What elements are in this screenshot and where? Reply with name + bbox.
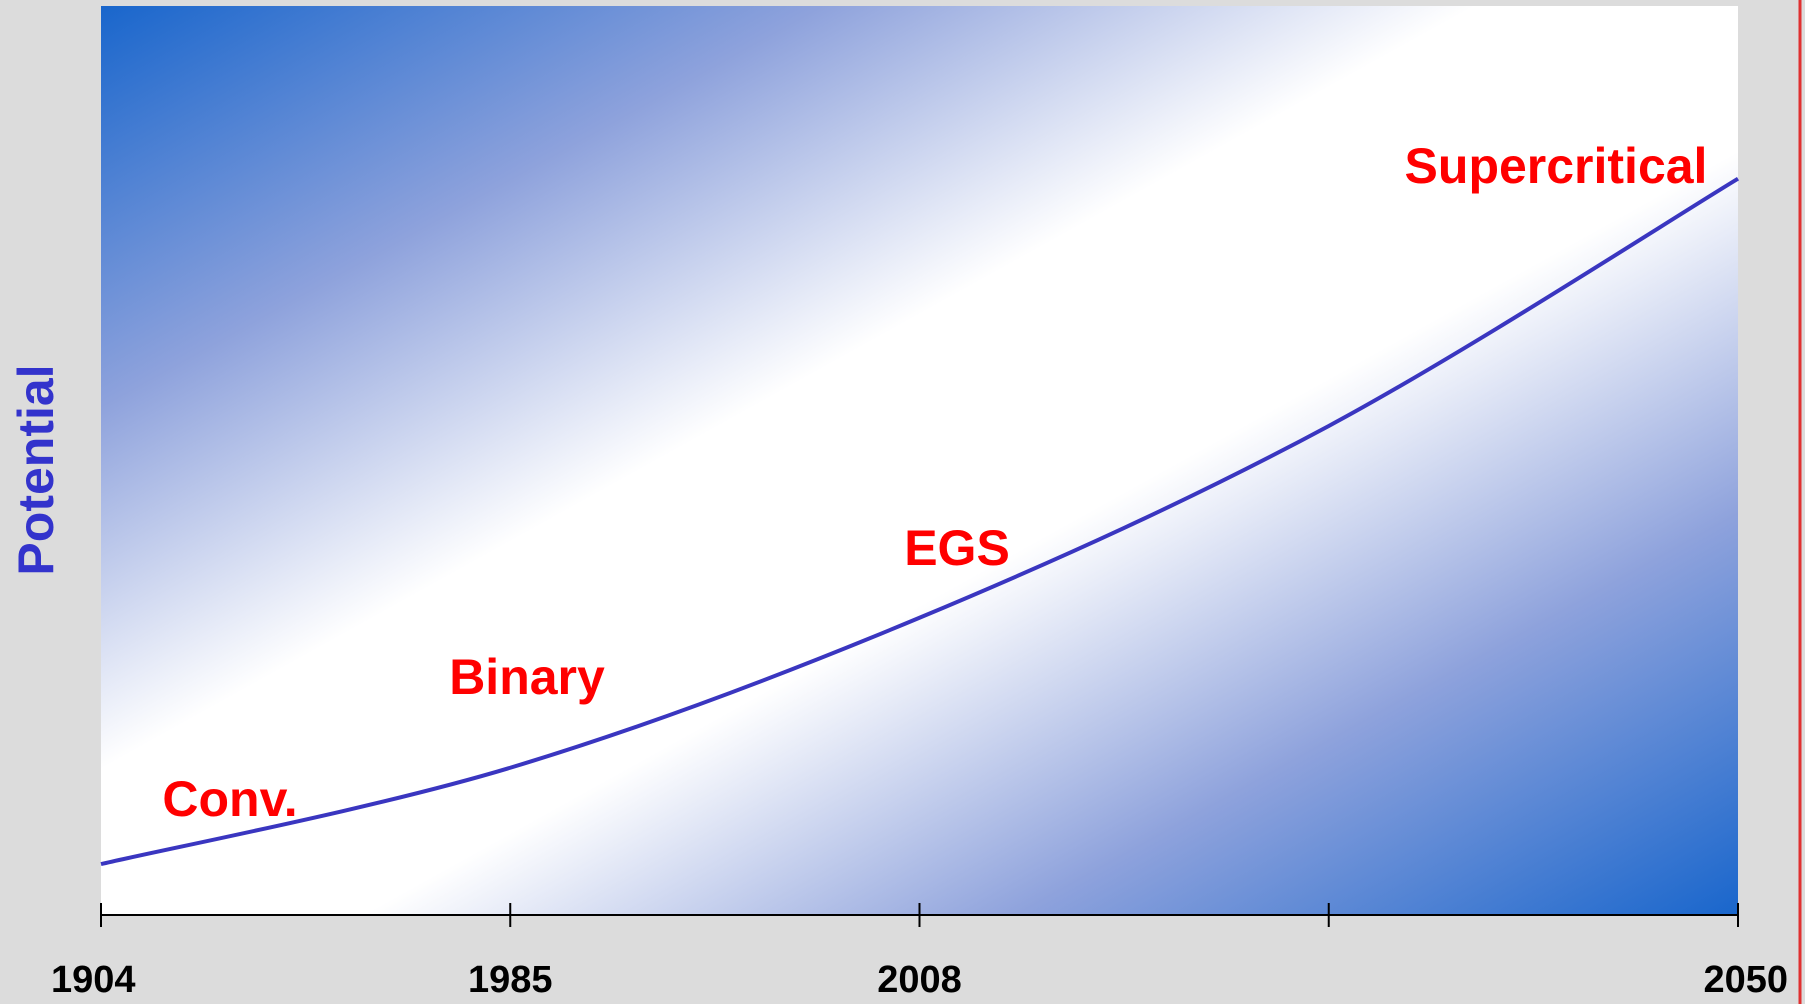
line [100,176,1740,867]
x-tick-label: 1985 [468,959,553,1001]
y-axis-label: Potential [8,364,64,575]
annotation: Binary [449,649,605,705]
annotation: EGS [904,520,1010,576]
x-tick-label: 2008 [877,959,962,1001]
annotation: Supercritical [1405,138,1708,194]
x-tick-label: 2050 [1703,959,1788,1001]
x-tick-label: 1904 [51,959,136,1001]
annotation: Conv. [162,771,297,827]
plot-area [101,6,1738,915]
